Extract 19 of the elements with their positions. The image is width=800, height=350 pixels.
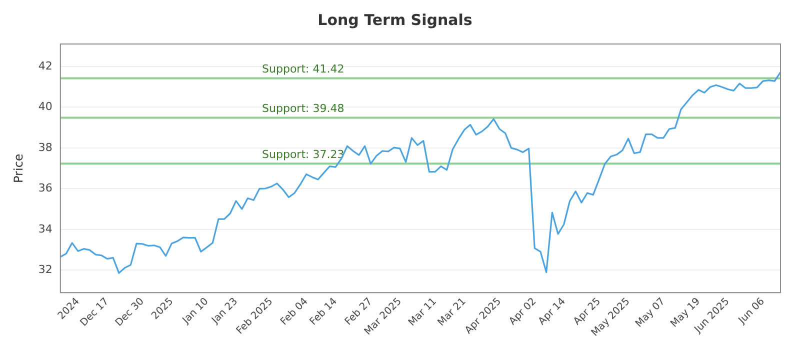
ref-line-label: Support: 39.48	[262, 102, 344, 116]
y-tick-label: 42	[38, 59, 52, 72]
x-tick-label: Dec 17	[78, 296, 112, 329]
chart-title: Long Term Signals	[318, 10, 472, 29]
x-tick-label: Jun 06	[736, 296, 767, 327]
x-tick-label: Dec 30	[114, 296, 146, 329]
x-tick-label: Apr 02	[507, 296, 539, 328]
x-tick-label: Jan 10	[180, 296, 211, 327]
y-tick-label: 36	[38, 182, 52, 195]
x-tick-label: Feb 04	[278, 296, 310, 328]
y-tick-label: 38	[38, 140, 52, 154]
y-axis-title: Price	[11, 154, 26, 183]
x-tick-label: Feb 14	[308, 296, 340, 328]
x-tick-label: Jan 23	[209, 296, 240, 327]
ref-line-label: Support: 41.42	[262, 62, 344, 76]
x-tick-label: Apr 14	[536, 296, 568, 328]
y-tick-label: 32	[38, 263, 52, 276]
y-tick-label: 40	[38, 100, 52, 114]
y-tick-label: 34	[38, 222, 52, 236]
